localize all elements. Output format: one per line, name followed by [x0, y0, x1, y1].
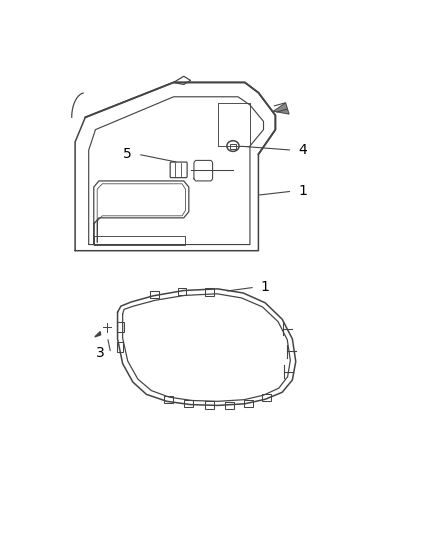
FancyBboxPatch shape [230, 143, 237, 149]
Text: 4: 4 [298, 143, 307, 157]
Text: 1: 1 [298, 184, 307, 198]
FancyBboxPatch shape [151, 290, 159, 298]
FancyBboxPatch shape [244, 400, 253, 407]
Polygon shape [95, 332, 101, 337]
FancyBboxPatch shape [205, 288, 214, 296]
Text: 3: 3 [96, 346, 105, 360]
FancyBboxPatch shape [184, 400, 193, 407]
Polygon shape [274, 103, 289, 114]
FancyBboxPatch shape [178, 288, 187, 295]
Text: 1: 1 [261, 280, 270, 294]
FancyBboxPatch shape [205, 401, 214, 409]
FancyBboxPatch shape [117, 322, 124, 332]
FancyBboxPatch shape [262, 393, 271, 401]
FancyBboxPatch shape [170, 162, 187, 177]
FancyBboxPatch shape [225, 402, 234, 409]
FancyBboxPatch shape [164, 395, 173, 403]
Text: 5: 5 [124, 147, 132, 161]
FancyBboxPatch shape [117, 342, 124, 352]
Circle shape [100, 318, 115, 336]
